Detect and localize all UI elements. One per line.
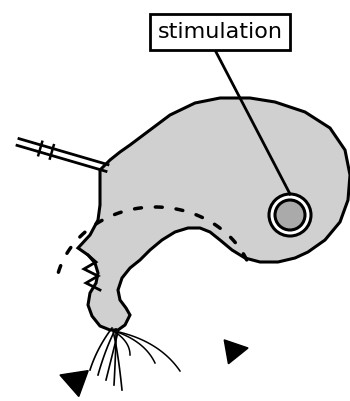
Circle shape — [275, 200, 305, 230]
Circle shape — [269, 194, 311, 236]
Polygon shape — [60, 371, 88, 397]
Polygon shape — [224, 340, 248, 364]
Polygon shape — [78, 98, 350, 330]
Text: stimulation: stimulation — [158, 22, 282, 42]
